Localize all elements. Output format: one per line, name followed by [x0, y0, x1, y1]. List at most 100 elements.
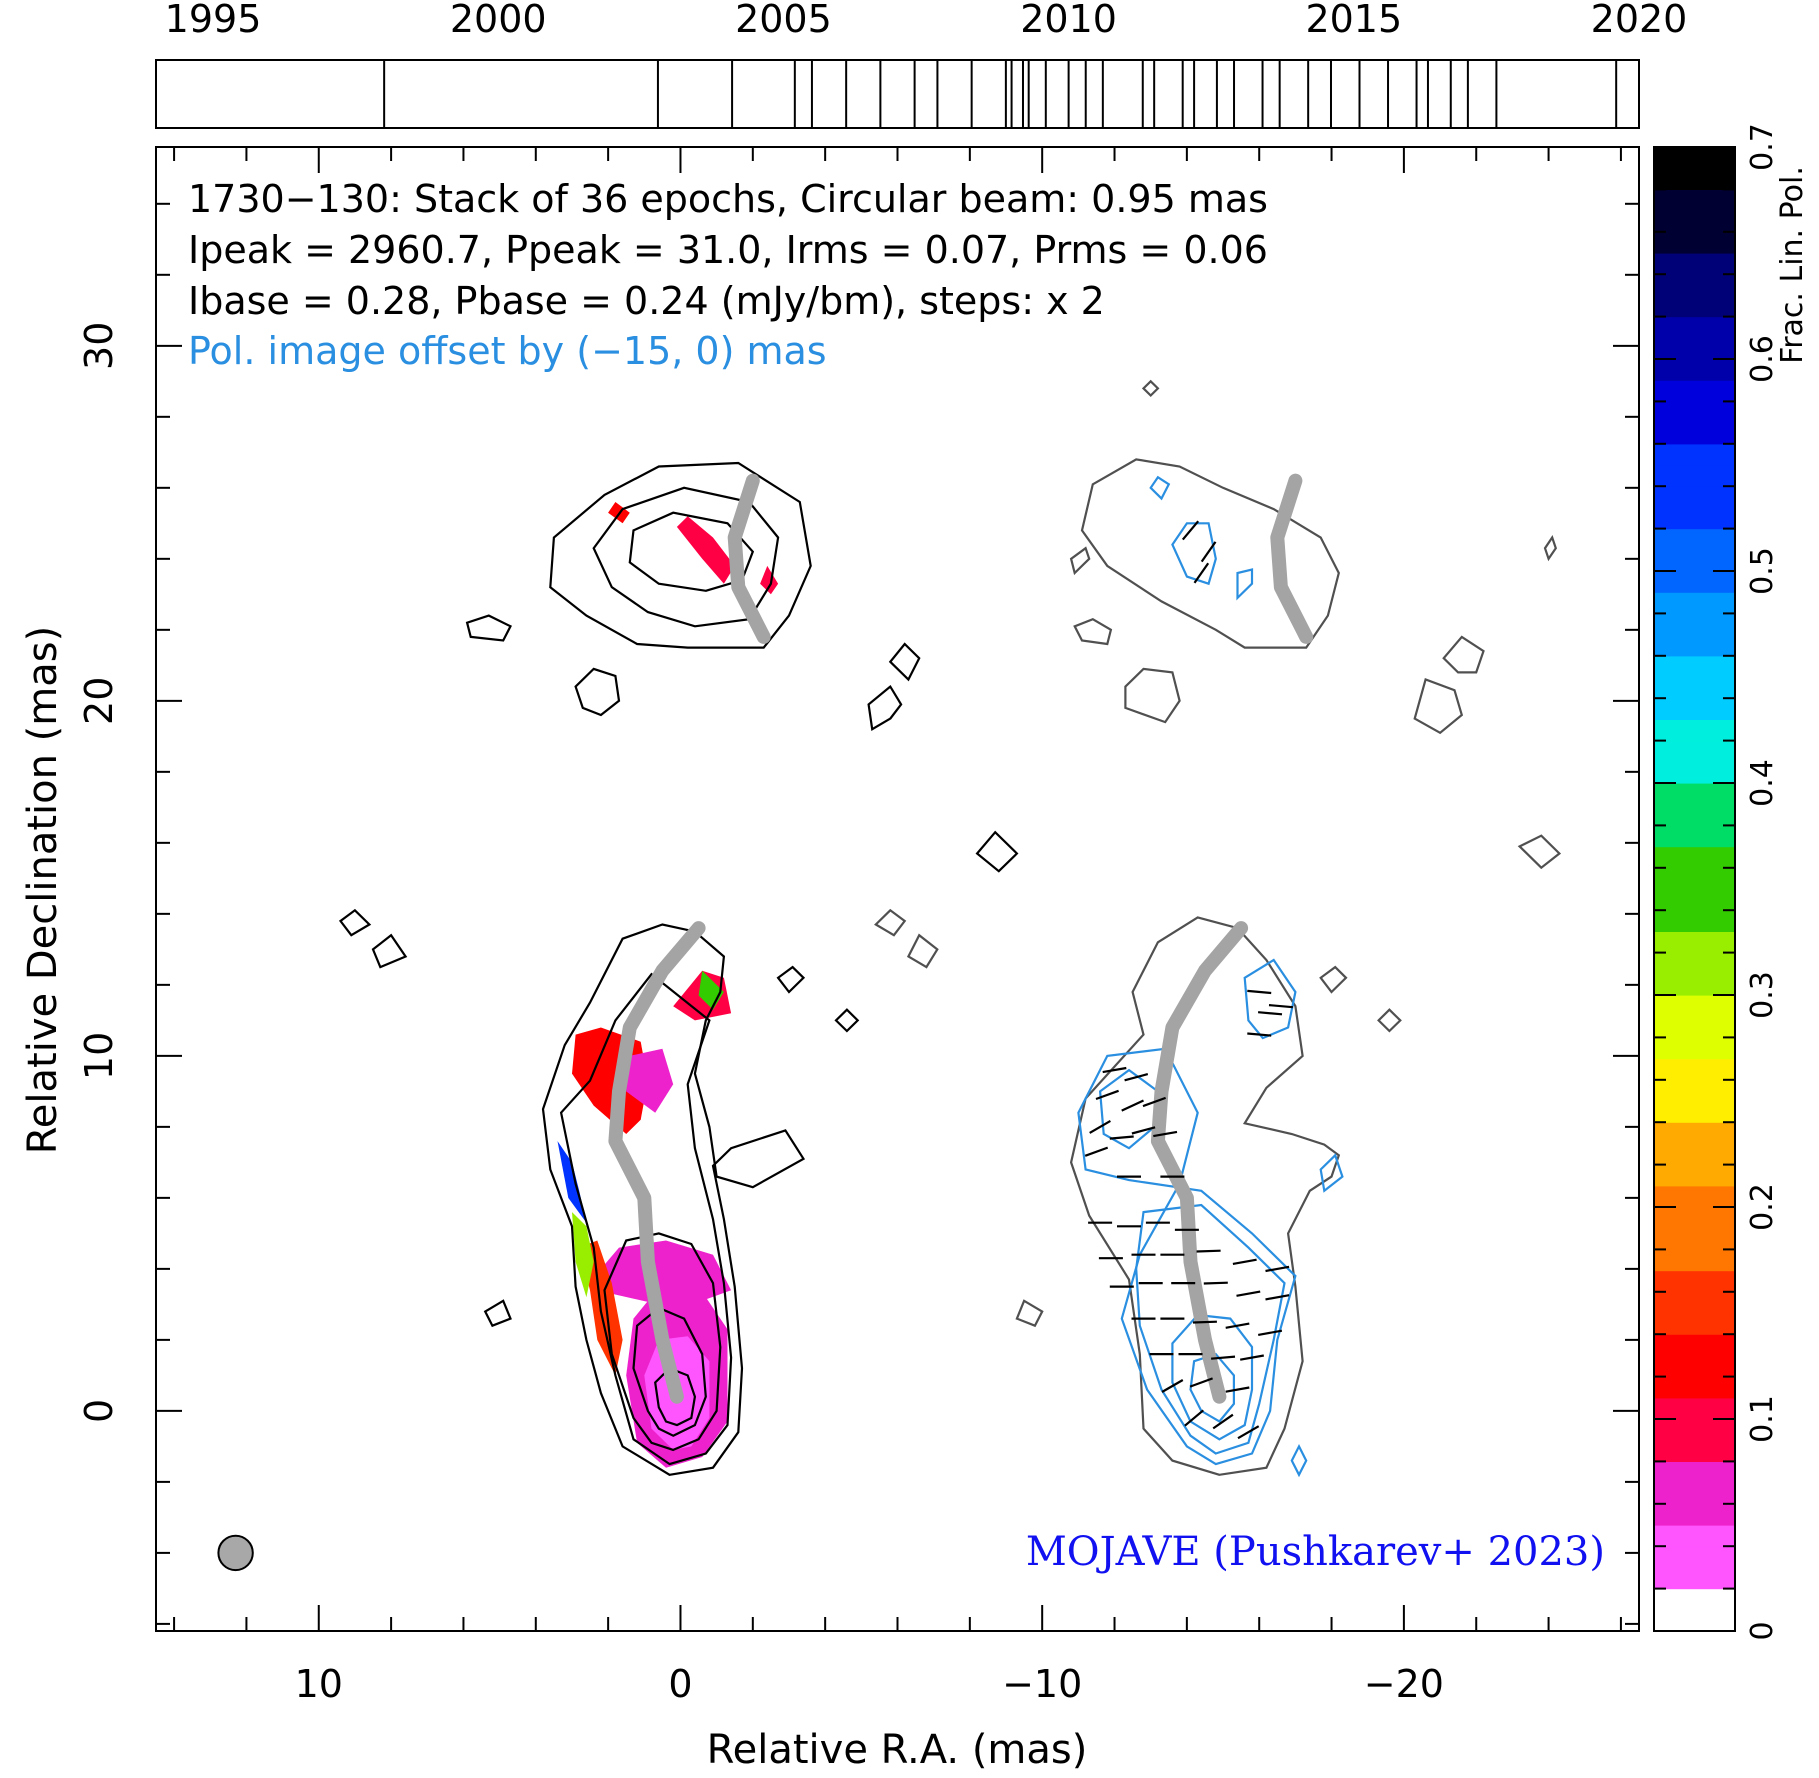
colorbar-band: [1654, 253, 1735, 275]
stokes-i-contour: [834, 1008, 860, 1033]
colorbar-band: [1654, 1440, 1735, 1462]
y-axis-ticks: [156, 202, 1639, 1625]
stokes-i-contour: [338, 908, 372, 937]
colorbar-band: [1654, 1270, 1735, 1293]
colorbar-band: [1654, 1376, 1735, 1399]
evpa-tick: [1232, 1258, 1257, 1265]
colorbar-band: [1654, 952, 1735, 975]
colorbar-tick-label: 0.4: [1745, 759, 1780, 807]
stokes-i-contour: [867, 684, 903, 731]
x-tick-label: −10: [1002, 1662, 1082, 1706]
evpa-tick: [1196, 1249, 1221, 1253]
colorbar-band: [1654, 1228, 1735, 1250]
colorbar-band: [1654, 592, 1735, 614]
polarized-intensity-contour: [1135, 1203, 1286, 1455]
offset-stokes-i-contour: [1073, 617, 1113, 646]
colorbar-band: [1654, 973, 1735, 996]
colorbar-ticks: [1654, 146, 1735, 1632]
evpa-tick: [1184, 1409, 1205, 1427]
timeline-year-label: 2015: [1305, 0, 1402, 41]
offset-stokes-i-contour: [1442, 635, 1485, 674]
offset-stokes-i-contour: [1069, 546, 1091, 576]
evpa-tick: [1268, 1004, 1293, 1009]
plot-area: 10 0 −10 −20 0 10 20 30 1730−130: Stack of 36 …: [20, 146, 1640, 1773]
evpa-tick: [1265, 1265, 1290, 1273]
offset-stokes-i-contour: [1319, 965, 1348, 994]
colorbar-band: [1654, 189, 1735, 212]
jet-ridge-line: [1150, 921, 1249, 1404]
evpa-tick: [1265, 1294, 1290, 1301]
evpa-tick: [1181, 520, 1200, 541]
evpa-tick: [1212, 1413, 1234, 1430]
x-tick-label: 10: [295, 1662, 343, 1706]
colorbar-tick-label: 0.5: [1745, 547, 1780, 595]
credit-text: MOJAVE (Pushkarev+ 2023): [1026, 1529, 1605, 1575]
evpa-tick: [1089, 1119, 1111, 1134]
colorbar-band: [1654, 1588, 1735, 1611]
colorbar-band: [1654, 655, 1735, 678]
colorbar-frame: [1653, 146, 1736, 1632]
jet-ridge-lines: [608, 473, 1314, 1404]
polarized-intensity-contour: [1236, 568, 1254, 601]
offset-stokes-i-contour: [1543, 535, 1558, 562]
evpa-tick: [1240, 1354, 1264, 1361]
colorbar-band: [1654, 677, 1735, 699]
colorbar-band: [1654, 380, 1735, 402]
colorbar-band: [1654, 1397, 1735, 1420]
stokes-i-contours: [338, 461, 1019, 1476]
colorbar-band: [1654, 867, 1735, 890]
colorbar-band: [1654, 1334, 1735, 1356]
colorbar-band: [1654, 719, 1735, 742]
stokes-i-contour: [628, 511, 755, 592]
jet-ridge-line: [1270, 473, 1314, 644]
evpa-tick: [1258, 1011, 1283, 1016]
colorbar-band: [1654, 295, 1735, 318]
colorbar-band: [1654, 931, 1735, 954]
evpa-tick: [1084, 1146, 1109, 1157]
colorbar-band: [1654, 1313, 1735, 1335]
stokes-i-contour: [371, 933, 408, 969]
timeline-year-label: 1995: [165, 0, 262, 41]
colorbar-band: [1654, 549, 1735, 572]
colorbar-tick-label: 0.6: [1745, 335, 1780, 383]
colorbar-band: [1654, 1207, 1735, 1229]
evpa-tick: [1189, 1377, 1213, 1388]
jet-ridge-line: [608, 921, 706, 1404]
offset-stokes-i-contour: [874, 908, 907, 937]
offset-stokes-i-contour: [1124, 667, 1181, 724]
colorbar-band: [1654, 210, 1735, 233]
evpa-tick: [1193, 562, 1210, 584]
offset-stokes-i-contour: [1377, 1008, 1402, 1033]
y-axis-tick-labels: 0 10 20 30: [77, 322, 121, 1423]
x-tick-label: 0: [668, 1662, 692, 1706]
colorbar-band: [1654, 1101, 1735, 1123]
colorbar-band: [1654, 1546, 1735, 1568]
polarization-fraction-patch: [698, 970, 724, 1010]
polarization-fraction-patch: [626, 1048, 674, 1113]
polarized-intensity-contour: [1243, 958, 1297, 1040]
y-tick-label: 30: [77, 322, 121, 370]
evpa-tick: [1247, 989, 1272, 995]
colorbar-band: [1654, 359, 1735, 381]
colorbar-band: [1654, 316, 1735, 339]
colorbar-band: [1654, 846, 1735, 869]
polarized-intensity-contour: [1171, 1313, 1254, 1441]
x-tick-label: −20: [1364, 1662, 1444, 1706]
evpa-tick: [1200, 541, 1217, 563]
timeline-year-label: 2000: [450, 0, 547, 41]
polarization-fraction-patch: [600, 1240, 732, 1305]
colorbar: 0 0.1 0.2 0.3 0.4 0.5 0.6 0.7 Frac. Lin. Pol.: [1653, 123, 1810, 1641]
colorbar-tick-labels: 0 0.1 0.2 0.3 0.4 0.5 0.6 0.7: [1745, 123, 1780, 1640]
stokes-i-contour: [549, 461, 812, 649]
timeline-year-label: 2005: [735, 0, 832, 41]
offset-stokes-i-contour: [1413, 678, 1464, 735]
evpa-ticks: [1084, 520, 1293, 1440]
colorbar-band: [1654, 1185, 1735, 1208]
colorbar-band: [1654, 889, 1735, 911]
colorbar-band: [1654, 1419, 1735, 1441]
stokes-i-contour: [888, 642, 921, 682]
colorbar-band: [1654, 1355, 1735, 1378]
timeline-epoch-markers: [383, 60, 1618, 128]
polarized-intensity-contour: [1171, 522, 1217, 586]
colorbar-band: [1654, 1122, 1735, 1144]
